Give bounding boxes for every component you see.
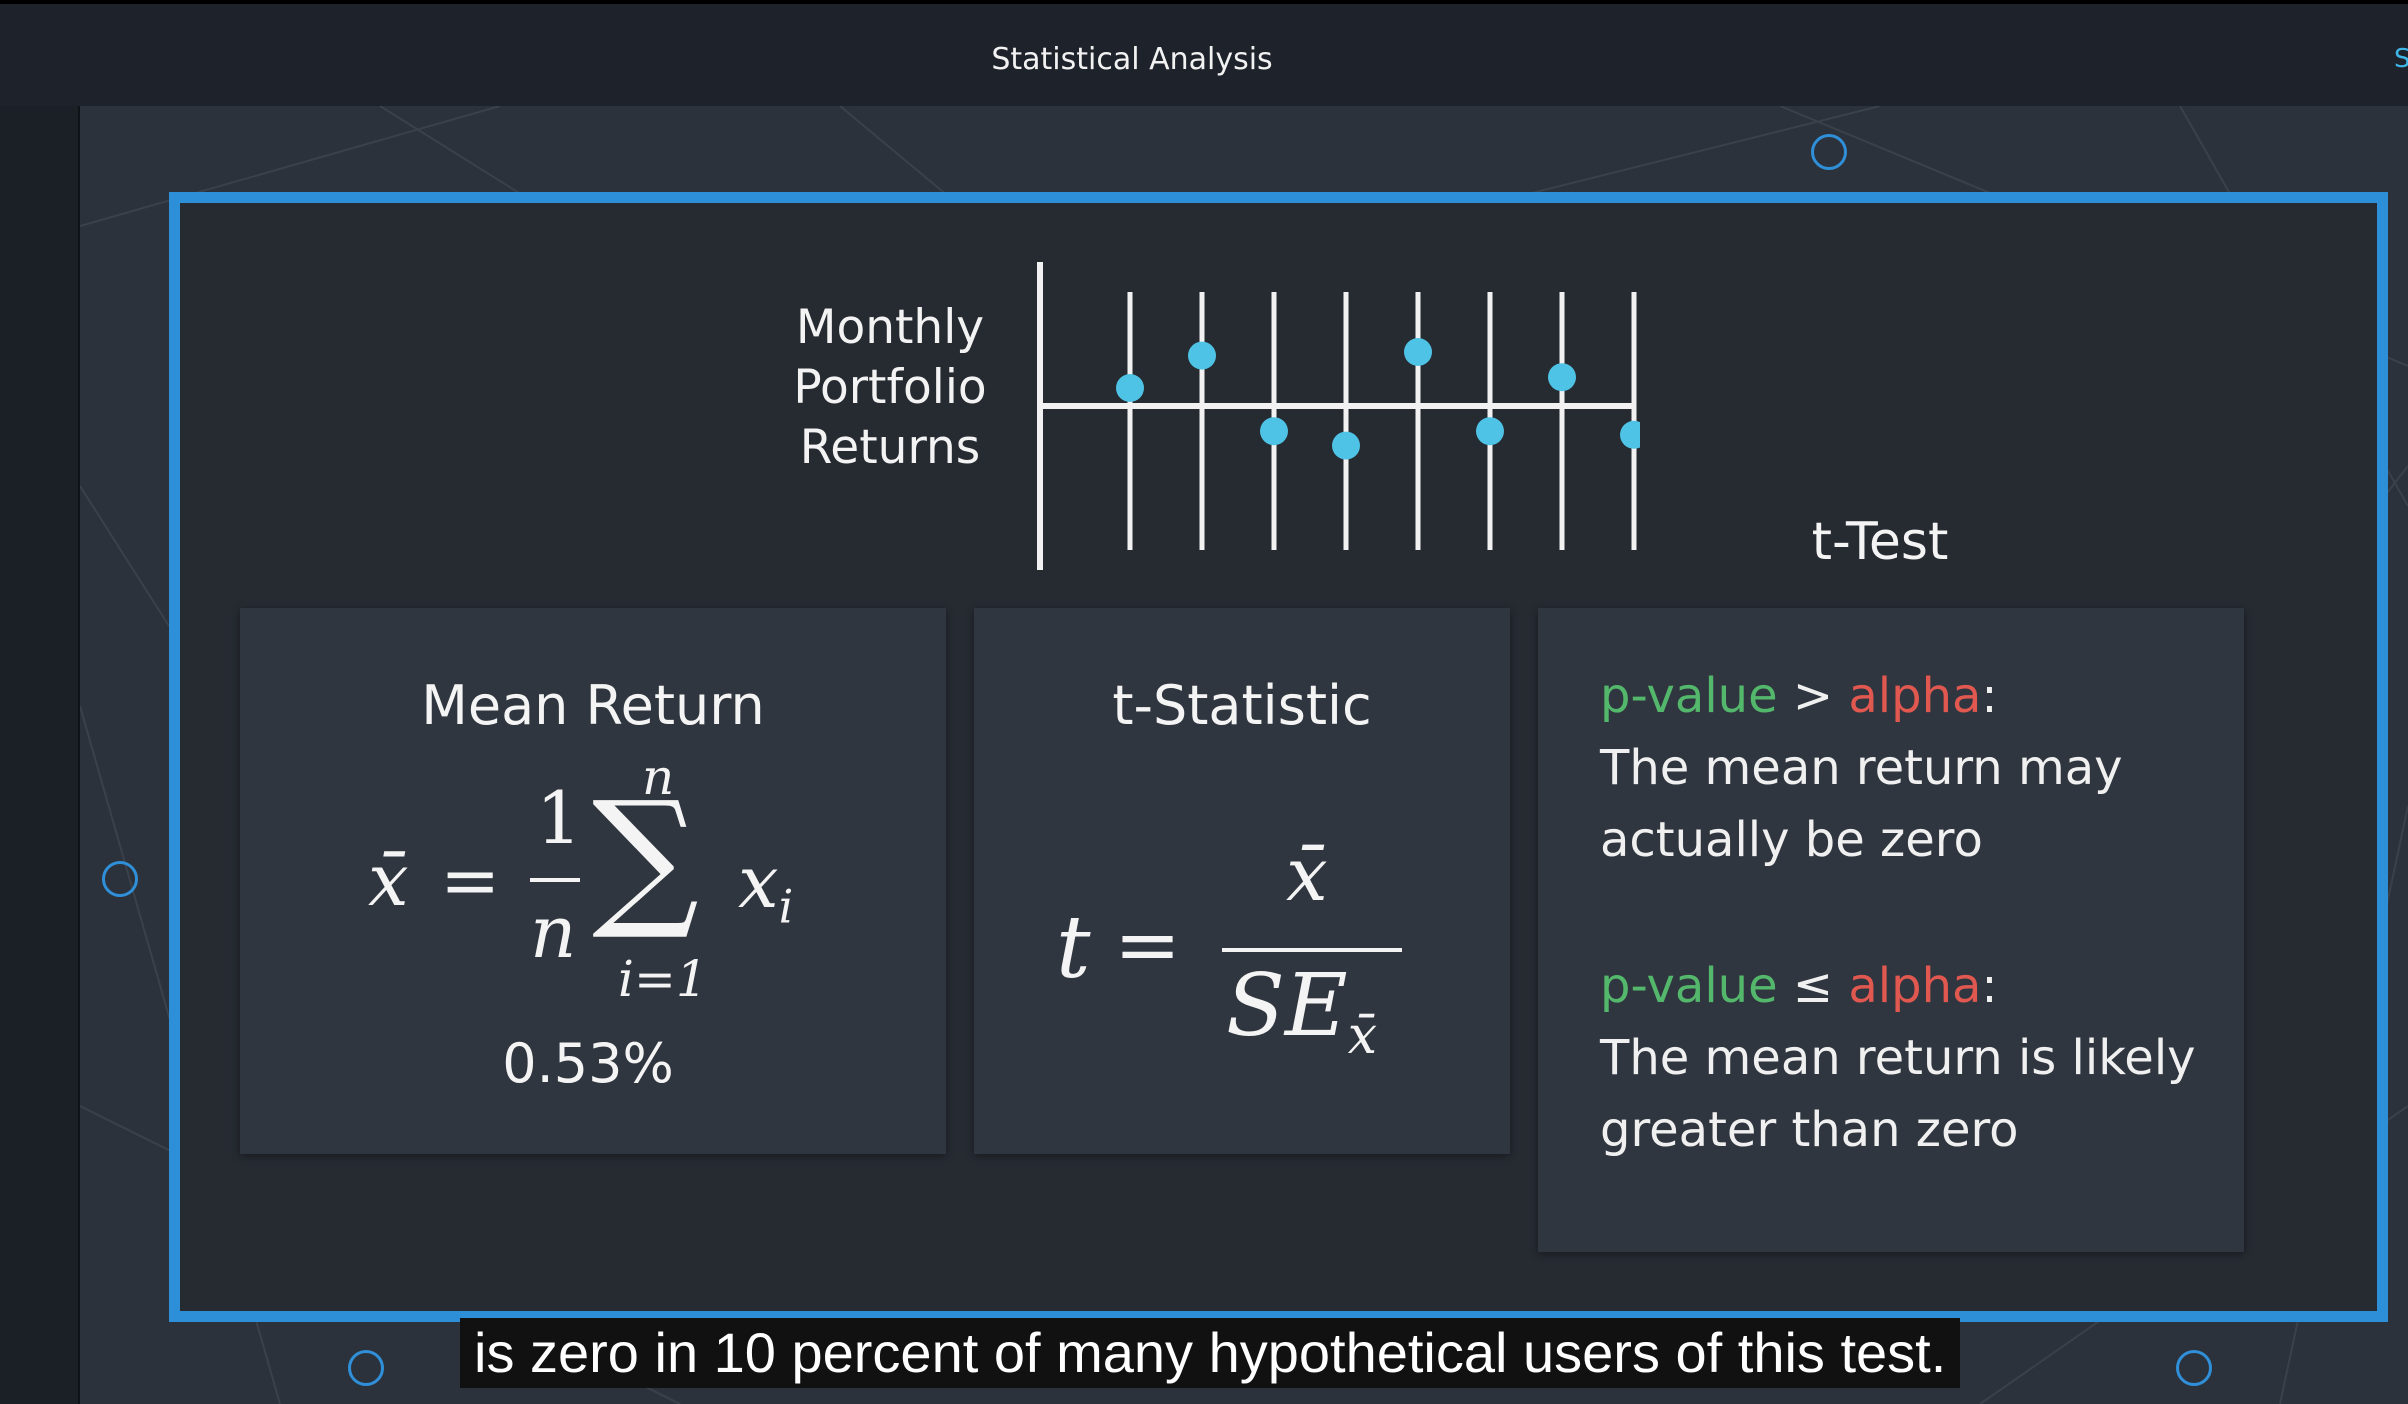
chart-label: Monthly Portfolio Returns: [760, 298, 1020, 478]
return-point: [1476, 417, 1504, 446]
topbar-link[interactable]: SI: [2394, 44, 2408, 74]
return-point: [1260, 417, 1288, 446]
node-circle: [102, 861, 138, 897]
formula-xbar: x̄: [368, 838, 409, 922]
p-value-term: p-value: [1600, 668, 1778, 724]
comparison-operator: >: [1777, 668, 1849, 724]
video-caption: is zero in 10 percent of many hypothetic…: [460, 1318, 1961, 1388]
node-circle: [1811, 134, 1847, 170]
return-point: [1548, 363, 1576, 392]
alpha-term: alpha: [1848, 958, 1982, 1014]
t-test-heading: t-Test: [1811, 512, 1949, 572]
colon: :: [1981, 668, 1998, 724]
p-value-term: p-value: [1600, 958, 1778, 1014]
return-point: [1116, 374, 1144, 402]
formula-equals: =: [1114, 898, 1182, 991]
tstat-numerator: x̄: [1286, 832, 1328, 918]
tstat-denominator-subscript: x̄: [1347, 1006, 1378, 1067]
node-circle: [348, 1350, 384, 1386]
formula-denominator: n: [530, 890, 577, 974]
sum-lower-limit: i=1: [618, 950, 708, 1008]
mean-return-panel: Mean Return x̄ = 1 n ∑ n i=1 xi 0.53%: [240, 608, 946, 1154]
node-circle: [2176, 1350, 2212, 1386]
tstat-denominator: SEx̄: [1226, 956, 1378, 1067]
t-test-panel: [1538, 608, 2244, 1252]
formula-term: xi: [738, 840, 794, 934]
fraction-bar: [530, 878, 580, 882]
comparison-operator: ≤: [1777, 958, 1849, 1014]
t-statistic-title: t-Statistic: [1112, 674, 1372, 737]
condition-text: greater than zero: [1600, 1102, 2019, 1158]
window-title: Statistical Analysis: [991, 42, 1273, 77]
chart-label-line: Portfolio: [793, 360, 987, 415]
return-point: [1188, 341, 1216, 370]
sum-upper-limit: n: [642, 748, 675, 806]
condition-text: actually be zero: [1600, 812, 1983, 868]
condition-text: The mean return may: [1600, 740, 2123, 796]
formula-t: t: [1056, 898, 1091, 998]
mean-return-title: Mean Return: [421, 674, 765, 737]
return-point: [1404, 338, 1432, 366]
mean-return-value: 0.53%: [502, 1032, 674, 1095]
formula-equals: =: [440, 838, 501, 922]
window-titlebar: Statistical Analysis SI: [0, 0, 2408, 106]
left-sidebar: [0, 106, 80, 1404]
return-point: [1332, 431, 1360, 460]
alpha-term: alpha: [1848, 668, 1982, 724]
condition-significant: p-value ≤ alpha: The mean return is like…: [1600, 950, 2196, 1166]
fraction-bar: [1222, 948, 1402, 952]
formula-term-subscript: i: [778, 879, 794, 934]
return-point: [1620, 420, 1640, 449]
chart-label-line: Returns: [799, 420, 981, 475]
formula-numerator: 1: [536, 776, 582, 860]
chart-label-line: Monthly: [795, 300, 985, 355]
t-statistic-panel: t-Statistic t = x̄ SEx̄: [974, 608, 1510, 1154]
colon: :: [1981, 958, 1998, 1014]
returns-chart: [1037, 262, 1640, 570]
condition-not-significant: p-value > alpha: The mean return may act…: [1600, 660, 2123, 876]
condition-text: The mean return is likely: [1600, 1030, 2196, 1086]
sigma-symbol: ∑: [592, 770, 700, 944]
